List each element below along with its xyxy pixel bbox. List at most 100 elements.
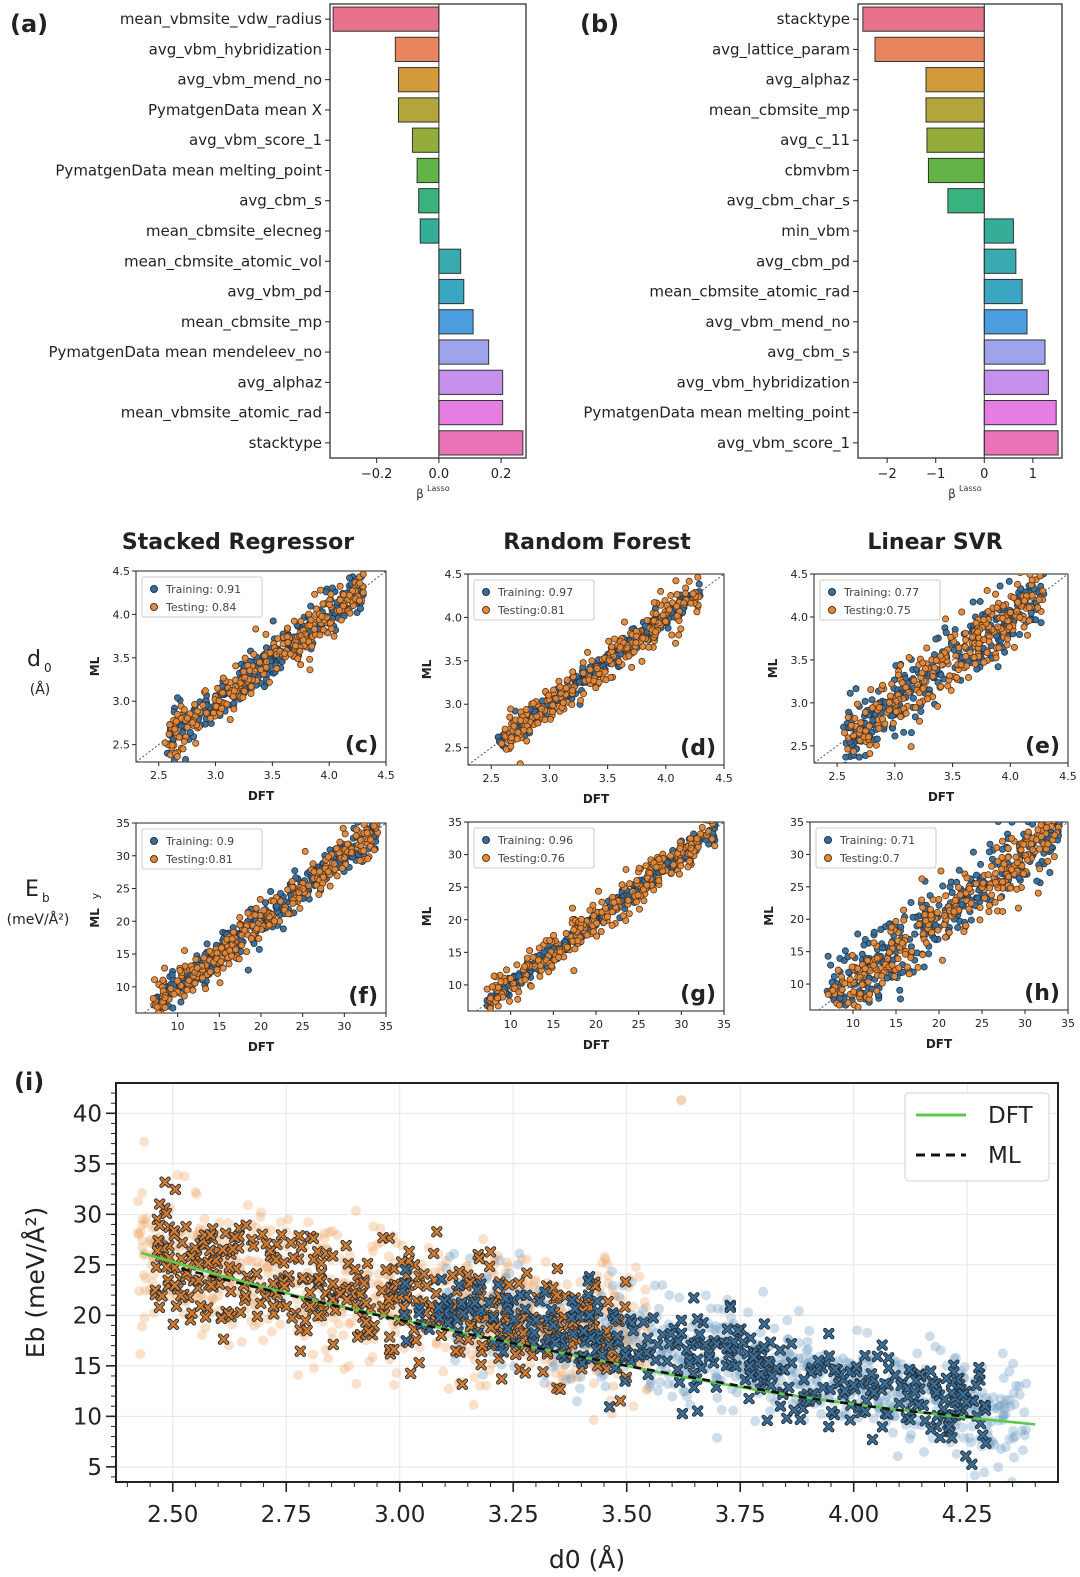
dft-point-faded bbox=[966, 1437, 977, 1448]
test-point bbox=[934, 926, 942, 934]
dft-point-faded bbox=[207, 1292, 218, 1303]
train-point bbox=[291, 867, 299, 875]
train-point bbox=[169, 1004, 177, 1012]
test-point bbox=[216, 979, 224, 987]
test-point bbox=[684, 863, 692, 871]
test-point bbox=[592, 684, 600, 692]
test-point bbox=[501, 725, 509, 733]
test-point bbox=[586, 906, 594, 914]
ytick-label: avg_vbm_hybridization bbox=[677, 373, 850, 392]
test-point bbox=[626, 880, 634, 888]
dft-point-faded bbox=[205, 1295, 216, 1306]
points bbox=[132, 1095, 1032, 1482]
points bbox=[483, 804, 719, 1011]
bar-mean_cbmsite_mp bbox=[925, 97, 985, 123]
train-point bbox=[854, 930, 862, 938]
train-point bbox=[846, 1032, 852, 1038]
test-point bbox=[1044, 840, 1052, 848]
test-point bbox=[708, 804, 714, 810]
test-point bbox=[192, 955, 200, 963]
test-point bbox=[665, 606, 673, 614]
test-point bbox=[900, 916, 908, 924]
test-point bbox=[579, 659, 587, 667]
test-point bbox=[315, 890, 323, 898]
bar-cbmvbm bbox=[927, 157, 985, 184]
ytick-label: avg_vbm_pd bbox=[227, 283, 322, 302]
test-point bbox=[667, 592, 675, 600]
ytick-label: avg_vbm_score_1 bbox=[189, 131, 322, 150]
dft-point-faded bbox=[139, 1312, 150, 1323]
dft-point-faded bbox=[137, 1214, 148, 1225]
test-point bbox=[645, 643, 653, 651]
test-point bbox=[283, 633, 291, 641]
test-point bbox=[708, 822, 715, 825]
legend-train-marker bbox=[828, 588, 836, 596]
dft-point-faded bbox=[173, 1244, 184, 1255]
test-point bbox=[704, 809, 710, 815]
dft-point-faded bbox=[930, 1341, 941, 1352]
test-point bbox=[875, 704, 883, 712]
legend-train-label: Training: 0.77 bbox=[843, 586, 919, 599]
xtick-label: 4.0 bbox=[657, 772, 675, 785]
test-point bbox=[247, 682, 255, 690]
test-point bbox=[265, 913, 273, 921]
test-point bbox=[545, 691, 553, 699]
dft-point-faded bbox=[308, 1363, 319, 1374]
legend-train-label: Training: 0.9 bbox=[165, 835, 234, 848]
test-point bbox=[1036, 865, 1044, 873]
dft-point-faded bbox=[132, 1227, 143, 1238]
test-point bbox=[590, 677, 598, 685]
test-point bbox=[180, 992, 188, 1000]
dft-point-faded bbox=[993, 1462, 1004, 1473]
train-point bbox=[1029, 822, 1037, 828]
dft-point-faded bbox=[640, 1284, 651, 1295]
dft-point-faded bbox=[319, 1228, 330, 1239]
test-point bbox=[967, 899, 975, 907]
test-point bbox=[270, 897, 278, 905]
legend-test-label: Testing:0.76 bbox=[497, 852, 565, 865]
train-point bbox=[969, 848, 977, 856]
test-point bbox=[926, 905, 934, 913]
train-point bbox=[354, 823, 361, 826]
legend-box bbox=[473, 827, 595, 869]
legend-train-marker bbox=[482, 836, 490, 844]
xtick-label: 35 bbox=[1061, 1017, 1075, 1030]
test-point bbox=[317, 586, 325, 594]
test-point bbox=[1006, 608, 1014, 616]
test-point bbox=[894, 955, 902, 963]
test-point bbox=[266, 649, 274, 657]
test-point bbox=[597, 927, 605, 935]
ytick-label: 2.5 bbox=[791, 740, 809, 753]
dft-point-faded bbox=[557, 1374, 568, 1385]
test-point bbox=[846, 975, 854, 983]
test-point bbox=[681, 589, 689, 597]
test-point bbox=[879, 681, 887, 689]
test-point bbox=[844, 999, 852, 1007]
test-point bbox=[1020, 840, 1028, 848]
test-point bbox=[1006, 884, 1014, 892]
test-point bbox=[526, 947, 534, 955]
dft-point-faded bbox=[1005, 1401, 1016, 1412]
test-point bbox=[171, 725, 179, 733]
bar-PymatgenData mean mendeleev_no bbox=[438, 339, 490, 365]
test-point bbox=[517, 716, 525, 724]
train-point bbox=[279, 925, 287, 933]
dft-point-faded bbox=[190, 1186, 201, 1197]
test-point bbox=[1034, 826, 1042, 834]
ytick-label: avg_vbm_mend_no bbox=[705, 313, 850, 332]
train-point bbox=[909, 913, 917, 921]
test-point bbox=[1036, 845, 1044, 853]
test-point bbox=[634, 891, 642, 899]
dft-point-faded bbox=[906, 1429, 917, 1440]
test-point bbox=[914, 963, 922, 971]
test-point bbox=[1017, 846, 1025, 854]
test-point bbox=[181, 947, 189, 955]
train-point bbox=[967, 916, 975, 924]
dft-point-faded bbox=[995, 1400, 1006, 1411]
test-point bbox=[952, 652, 960, 660]
test-point bbox=[847, 721, 855, 729]
test-point bbox=[923, 644, 931, 652]
test-point bbox=[498, 739, 506, 747]
test-point bbox=[537, 705, 545, 713]
train-point bbox=[269, 617, 277, 625]
